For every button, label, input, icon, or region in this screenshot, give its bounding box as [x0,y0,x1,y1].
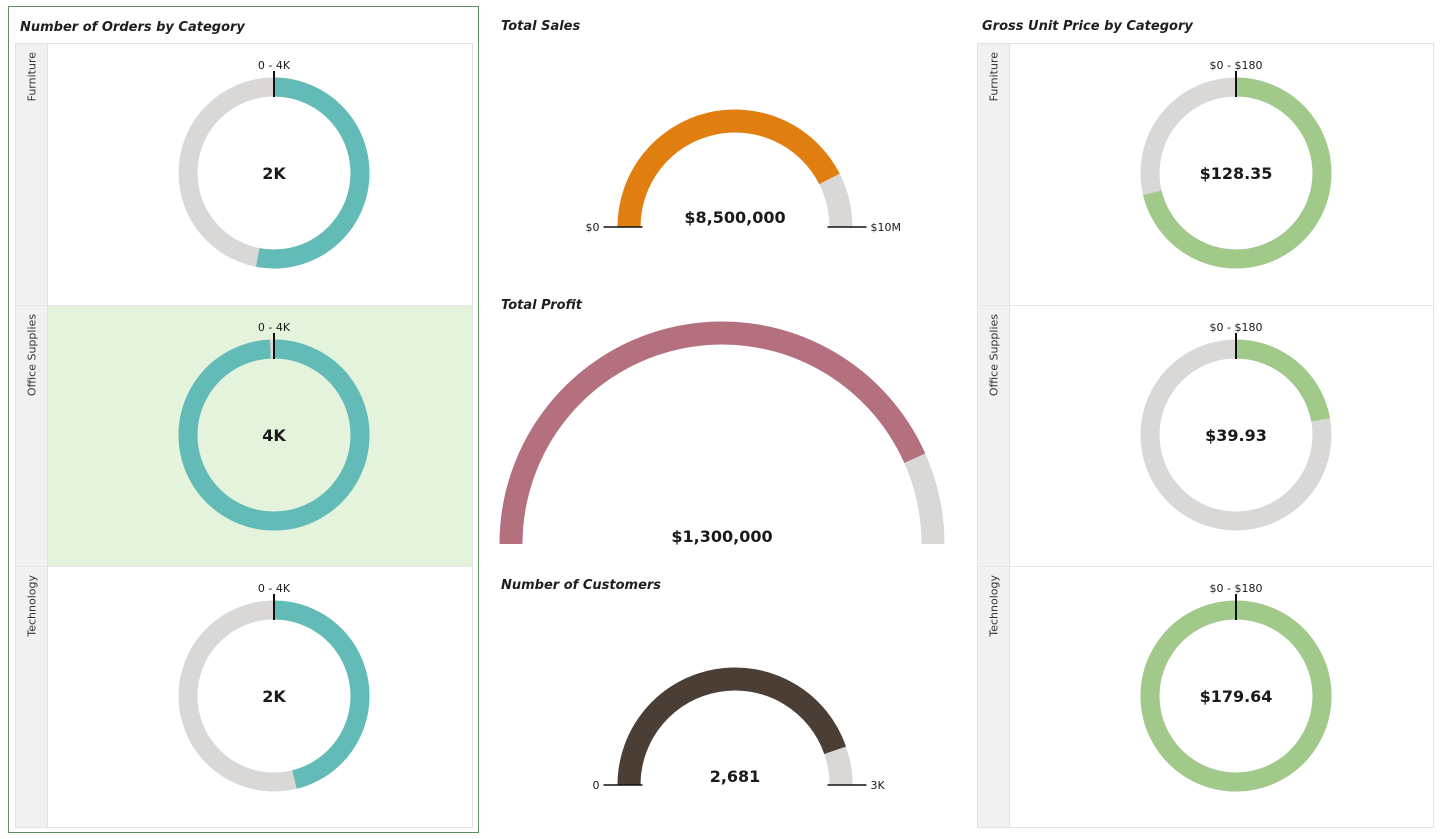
gauge-max-label: 3K [871,779,886,792]
ring-value-label: $39.93 [1205,426,1267,445]
ring-cell: 0 - 4K 2K [48,567,472,827]
row-header-label: Office Supplies [25,314,38,397]
gauge-track [499,321,945,545]
ring-range-label: $0 - $180 [1210,321,1263,334]
row-header-label: Technology [987,575,1000,637]
ring-gauge[interactable]: $0 - $180 $39.93 [1010,306,1433,567]
ring-value-label: $179.64 [1200,687,1273,706]
ring-value-arc [1140,600,1332,792]
row-header: Technology [978,567,1010,827]
price-panel-title: Gross Unit Price by Category [982,19,1193,34]
orders-grid: Furniture 0 - 4K 2K Office Supplies 0 - 4… [15,43,473,828]
gauge-value-arc [617,109,840,228]
unit-price-panel: Gross Unit Price by Category Furniture $… [977,6,1437,833]
ring-value-arc [178,339,370,531]
row-header: Furniture [16,44,48,305]
sales-panel-title: Total Sales [501,19,581,34]
customers-panel-title: Number of Customers [501,578,662,593]
price-row-technology[interactable]: Technology $0 - $180 $179.64 [978,566,1433,827]
ring-gauge[interactable]: $0 - $180 $179.64 [1010,567,1433,828]
gauge-value-arc [617,667,846,786]
total-sales-panel: Total Sales $0 $10M $8,500,000 [490,6,960,276]
ring-gauge[interactable]: 0 - 4K 2K [48,567,472,828]
gauge-min-label: $0 [586,221,600,234]
row-header: Furniture [978,44,1010,305]
gauge-value-label: $1,300,000 [671,527,772,546]
ring-gauge[interactable]: 0 - 4K 4K [48,306,472,567]
ring-cell: 0 - 4K 2K [48,44,472,305]
row-header: Technology [16,567,48,827]
ring-cell: $0 - $180 $39.93 [1010,306,1433,566]
row-header-label: Furniture [987,52,1000,102]
customers-panel: Number of Customers 0 3K 2,681 [490,565,960,835]
ring-value-arc [1143,77,1332,269]
gauge-value-label: $8,500,000 [684,208,785,227]
customers-gauge[interactable]: 0 3K 2,681 [490,565,960,835]
orders-row-furniture[interactable]: Furniture 0 - 4K 2K [16,44,472,305]
row-header-label: Technology [25,575,38,637]
price-row-furniture[interactable]: Furniture $0 - $180 $128.35 [978,44,1433,305]
ring-cell: $0 - $180 $128.35 [1010,44,1433,305]
gauge-min-label: 0 [593,779,600,792]
orders-row-office-supplies[interactable]: Office Supplies 0 - 4K 4K [16,305,472,566]
ring-value-label: 2K [262,687,286,706]
ring-value-label: 4K [262,426,286,445]
total-profit-panel: Total Profit $1,300,000 [490,285,960,565]
ring-cell-selected: 0 - 4K 4K [48,306,472,566]
ring-range-label: $0 - $180 [1210,582,1263,595]
ring-range-label: 0 - 4K [258,59,291,72]
price-grid: Furniture $0 - $180 $128.35 Office Suppli… [977,43,1434,828]
row-header: Office Supplies [978,306,1010,566]
ring-range-label: 0 - 4K [258,582,291,595]
row-header-label: Office Supplies [987,314,1000,397]
ring-cell: $0 - $180 $179.64 [1010,567,1433,827]
gauge-value-label: 2,681 [710,767,761,786]
orders-panel-title: Number of Orders by Category [20,20,245,35]
profit-panel-title: Total Profit [501,298,583,313]
total-profit-gauge[interactable]: $1,300,000 [490,285,960,565]
row-header-label: Furniture [25,52,38,102]
orders-by-category-panel: Number of Orders by Category Furniture 0… [8,6,479,833]
ring-value-arc [1235,339,1331,422]
gauge-value-arc [499,321,926,545]
ring-value-arc [255,77,370,269]
row-header: Office Supplies [16,306,48,566]
ring-value-arc [273,600,370,789]
orders-row-technology[interactable]: Technology 0 - 4K 2K [16,566,472,827]
ring-value-label: $128.35 [1200,164,1273,183]
gauge-max-label: $10M [871,221,902,234]
ring-gauge[interactable]: 0 - 4K 2K [48,44,472,305]
total-sales-gauge[interactable]: $0 $10M $8,500,000 [490,6,960,276]
price-row-office-supplies[interactable]: Office Supplies $0 - $180 $39.93 [978,305,1433,566]
ring-range-label: $0 - $180 [1210,59,1263,72]
ring-gauge[interactable]: $0 - $180 $128.35 [1010,44,1433,305]
ring-value-label: 2K [262,164,286,183]
ring-range-label: 0 - 4K [258,321,291,334]
